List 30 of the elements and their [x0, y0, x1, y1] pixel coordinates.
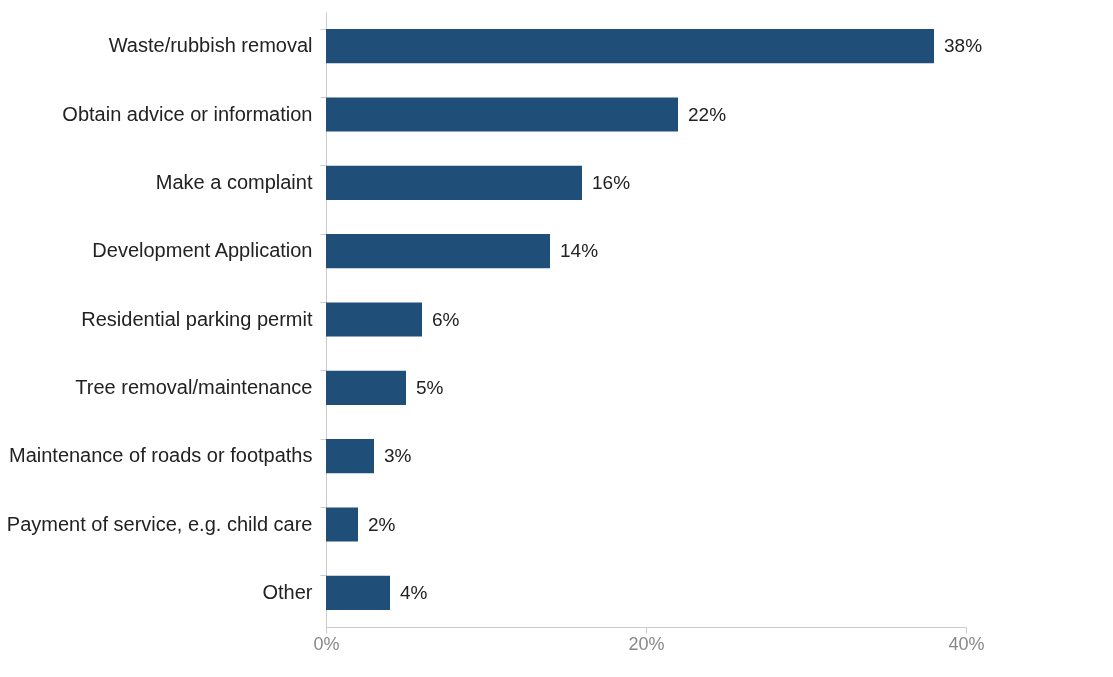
x-tick-label: 20% [628, 633, 665, 654]
y-tick-label: Residential parking permit [81, 307, 313, 330]
y-tick-label: Development Application [92, 239, 313, 262]
y-tick-label: Maintenance of roads or footpaths [8, 444, 313, 467]
data-label: 5% [416, 376, 444, 398]
data-label: 6% [432, 308, 460, 330]
x-tick-label: 40% [948, 633, 985, 654]
y-tick-label: Payment of service, e.g. child care [6, 512, 313, 535]
bar [326, 370, 406, 405]
bar [326, 97, 678, 132]
x-tick-label: 0% [313, 633, 340, 654]
y-tick-label: Other [262, 580, 313, 603]
data-label: 16% [592, 171, 631, 193]
bar [326, 575, 390, 610]
y-tick-label: Tree removal/maintenance [75, 375, 313, 398]
data-label: 14% [560, 240, 599, 262]
bar [326, 302, 422, 337]
bar [326, 29, 934, 64]
bar [326, 165, 582, 200]
y-tick-label: Make a complaint [155, 170, 313, 193]
y-tick-label: Obtain advice or information [62, 102, 313, 125]
bar [326, 234, 550, 269]
data-label: 38% [944, 35, 983, 57]
data-label: 22% [688, 103, 727, 125]
bar [326, 439, 374, 474]
data-label: 4% [400, 581, 428, 603]
bar [326, 507, 358, 542]
y-tick-label: Waste/rubbish removal [108, 34, 313, 57]
data-label: 3% [384, 445, 412, 467]
data-label: 2% [368, 513, 396, 535]
